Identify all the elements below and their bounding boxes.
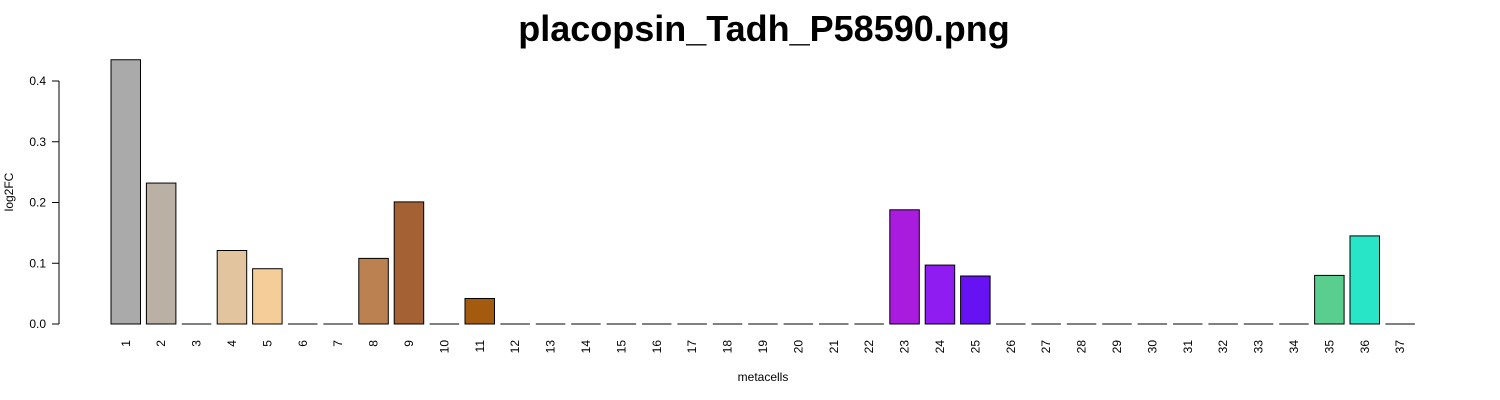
x-tick-label: 31 — [1181, 340, 1195, 354]
bar — [393, 201, 425, 325]
x-tick-label: 35 — [1322, 340, 1336, 354]
x-tick-label: 37 — [1393, 340, 1407, 354]
x-tick-label: 1 — [119, 340, 133, 347]
y-axis-title: log2FC — [2, 172, 16, 211]
y-tick-label: 0.1 — [29, 256, 46, 270]
x-tick-label: 33 — [1252, 340, 1266, 354]
x-tick-label: 36 — [1358, 340, 1372, 354]
x-tick-labels: 1 2 3 4 5 6 7 8 9 10 11 12 13 14 15 16 17 18 19 20 21 22 23 24 2… — [119, 340, 1407, 354]
x-tick-label: 12 — [508, 340, 522, 354]
y-axis: 0.0 0.1 0.2 0.3 0.4 — [29, 74, 60, 331]
x-tick-label: 25 — [968, 340, 982, 354]
bars — [110, 59, 1415, 325]
bar — [216, 249, 248, 325]
x-tick-label: 32 — [1216, 340, 1230, 354]
x-tick-label: 3 — [190, 340, 204, 347]
bar — [889, 209, 920, 325]
chart-title: placopsin_Tadh_P58590.png — [518, 8, 1010, 49]
x-tick-label: 9 — [402, 340, 416, 347]
x-tick-label: 23 — [898, 340, 912, 354]
bar — [1349, 235, 1380, 325]
x-tick-label: 30 — [1145, 340, 1159, 354]
x-tick-label: 6 — [296, 340, 310, 347]
x-tick-label: 21 — [827, 340, 841, 354]
x-tick-label: 4 — [225, 340, 239, 347]
x-tick-label: 5 — [260, 340, 274, 347]
bar — [1314, 274, 1345, 325]
x-tick-label: 17 — [685, 340, 699, 354]
x-tick-label: 34 — [1287, 340, 1301, 354]
x-tick-label: 28 — [1075, 340, 1089, 354]
x-tick-label: 19 — [756, 340, 770, 354]
x-tick-label: 18 — [721, 340, 735, 354]
x-tick-label: 13 — [544, 340, 558, 354]
bar — [924, 264, 956, 325]
bar — [110, 59, 141, 325]
y-tick-label: 0.4 — [29, 74, 46, 88]
x-tick-label: 7 — [331, 340, 345, 347]
x-tick-label: 8 — [367, 340, 381, 347]
y-tick-label: 0.0 — [29, 317, 46, 331]
y-tick-label: 0.2 — [29, 196, 46, 210]
bar — [145, 182, 177, 325]
x-tick-label: 27 — [1039, 340, 1053, 354]
x-tick-label: 11 — [473, 340, 487, 353]
x-tick-label: 15 — [614, 340, 628, 354]
x-tick-label: 29 — [1110, 340, 1124, 354]
x-tick-label: 14 — [579, 340, 593, 354]
bar — [252, 268, 283, 325]
y-tick-label: 0.3 — [29, 135, 46, 149]
x-tick-label: 26 — [1004, 340, 1018, 354]
x-tick-label: 22 — [862, 340, 876, 354]
x-tick-label: 2 — [154, 340, 168, 347]
bar — [358, 257, 389, 325]
bar — [464, 297, 495, 325]
x-tick-label: 16 — [650, 340, 664, 354]
bar — [960, 275, 991, 325]
x-axis-title: metacells — [738, 370, 789, 384]
x-tick-label: 10 — [437, 340, 451, 354]
x-tick-label: 24 — [933, 340, 947, 354]
x-tick-label: 20 — [791, 340, 805, 354]
